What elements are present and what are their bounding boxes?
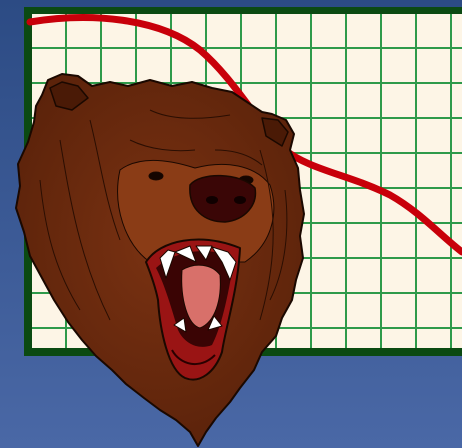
left-eye (149, 172, 163, 180)
nostril (206, 196, 218, 204)
bear-market-illustration (0, 0, 462, 448)
nostril (234, 196, 246, 204)
page (0, 0, 462, 448)
